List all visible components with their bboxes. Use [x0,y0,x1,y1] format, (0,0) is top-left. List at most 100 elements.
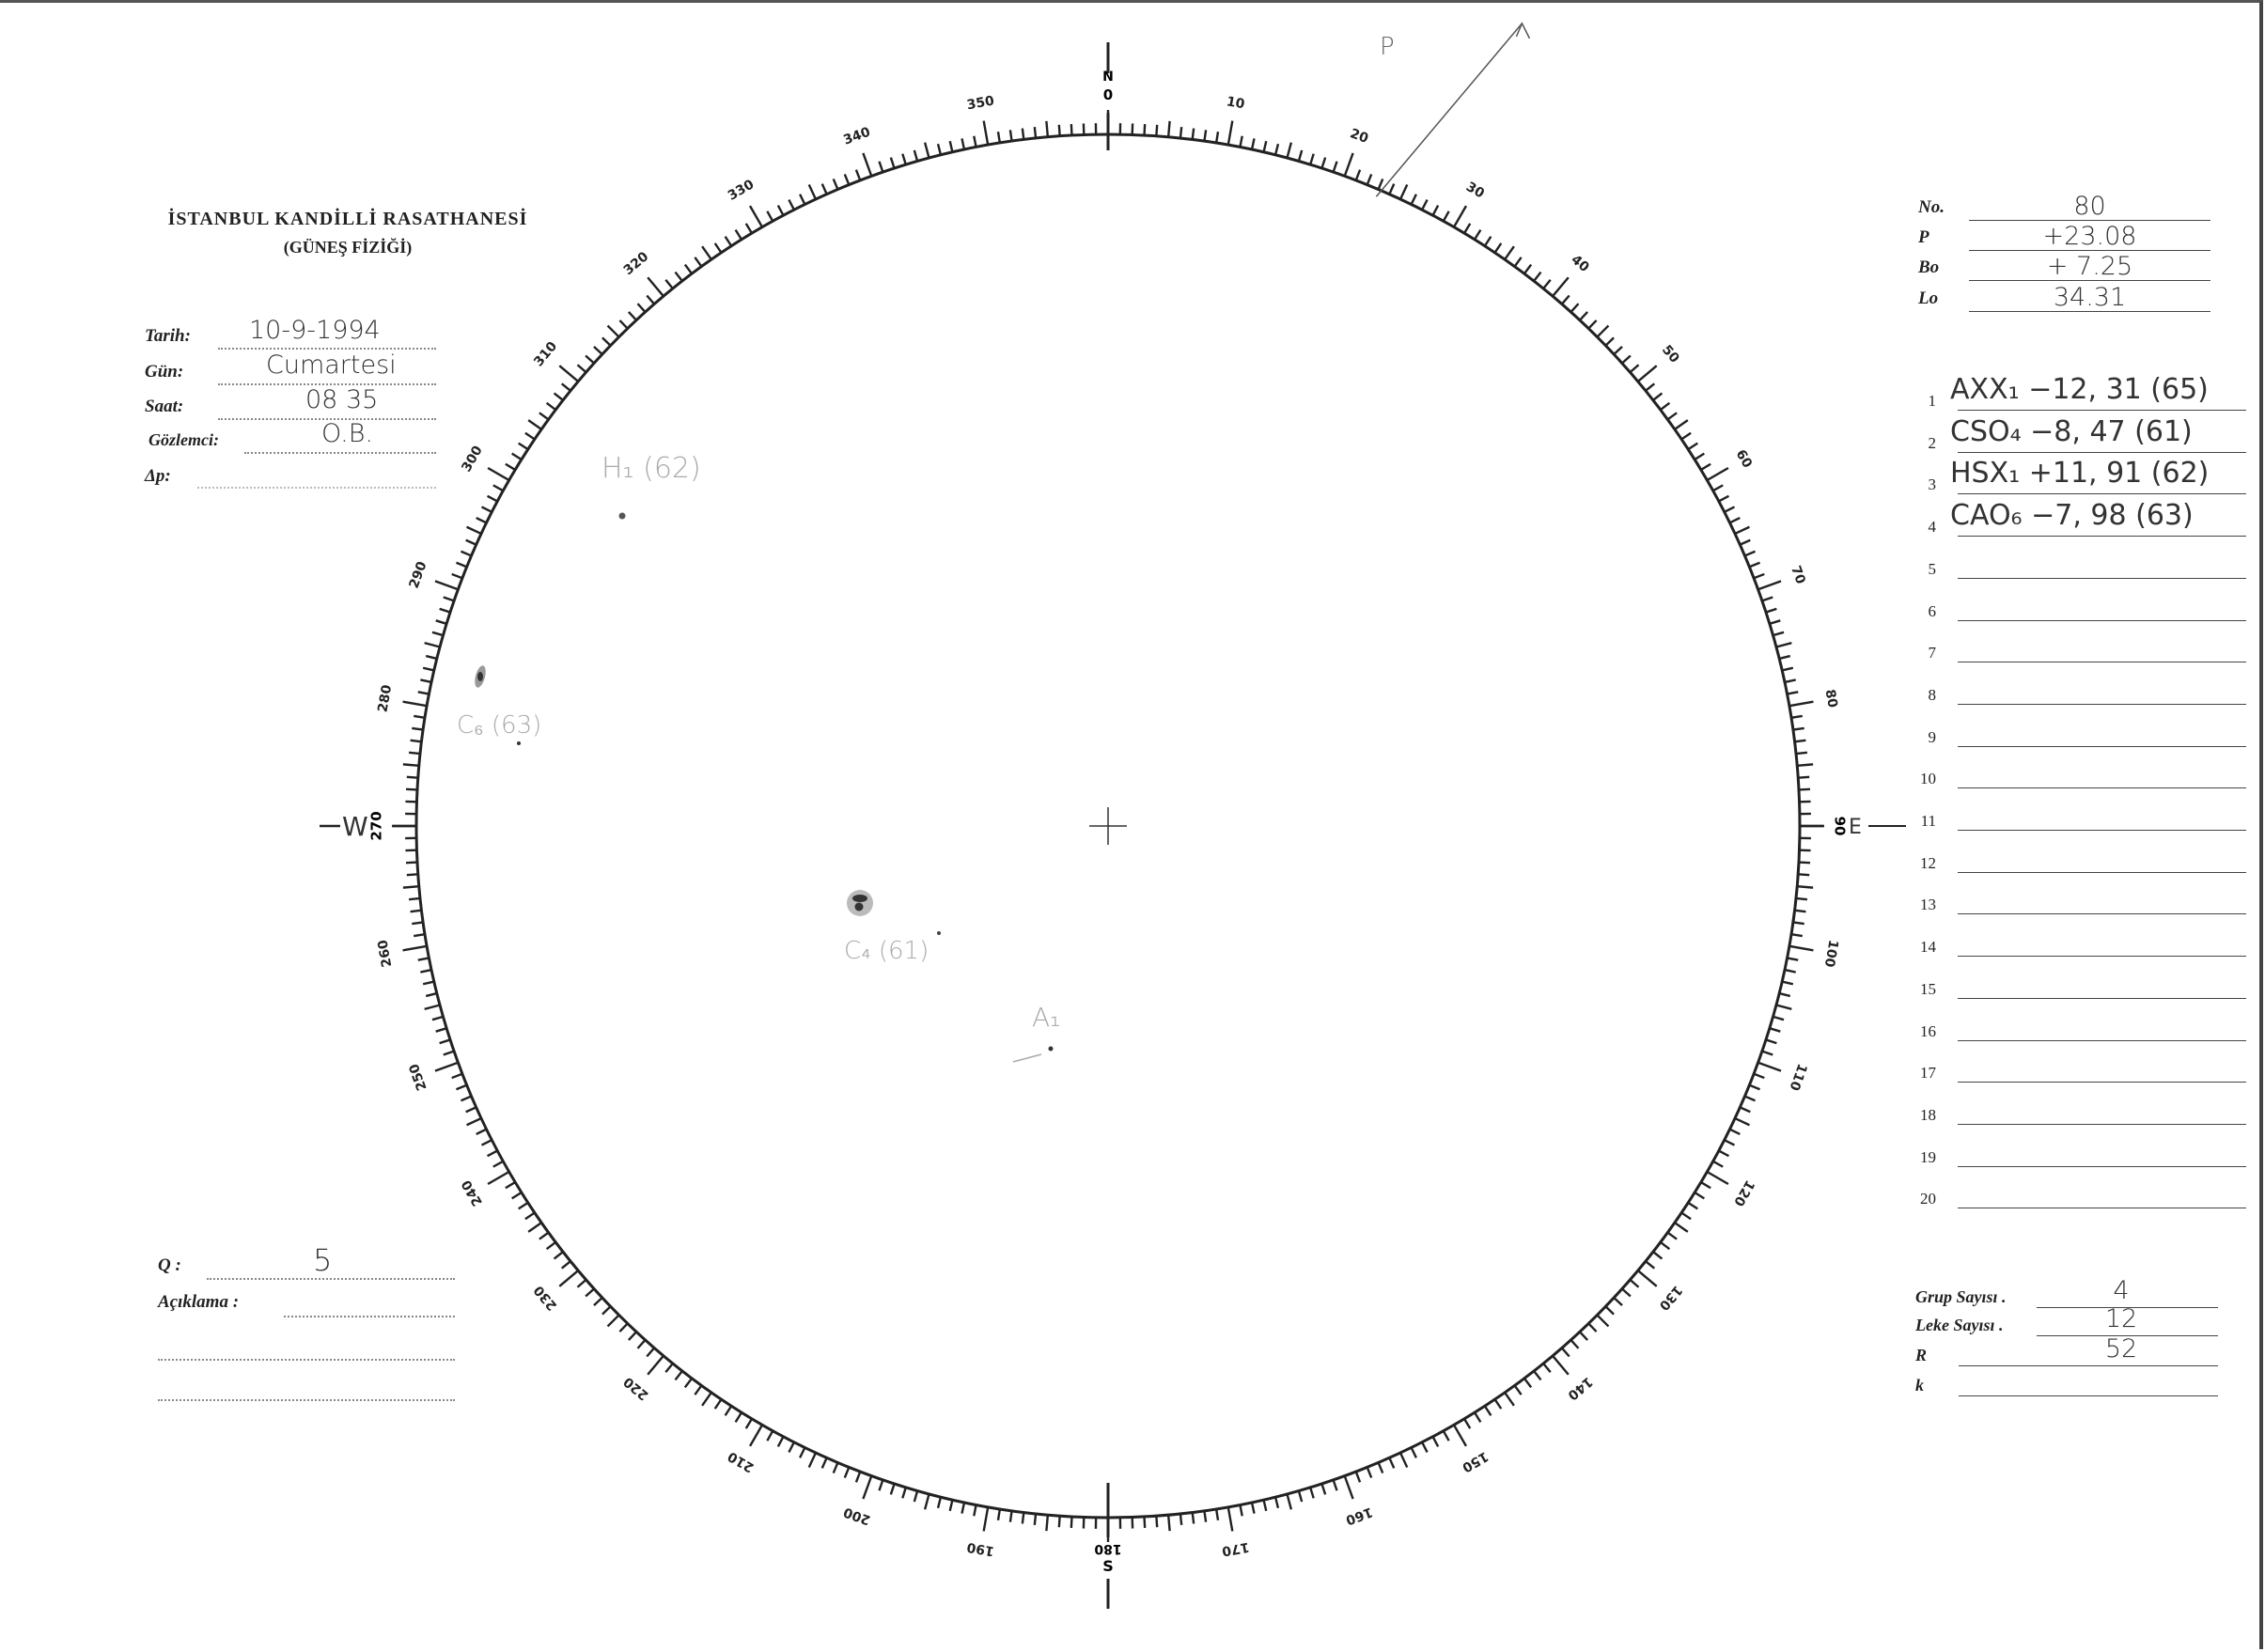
degree-tick [545,401,556,412]
degree-tick [1744,1095,1757,1102]
degree-tick [435,1027,447,1033]
degree-tick [1753,572,1765,580]
group-number: 8 [1928,685,1937,704]
note-line-2[interactable] [158,1359,455,1361]
group-line [1958,1082,2246,1083]
degree-tick [1493,1398,1503,1410]
degree-tick [1773,1015,1785,1021]
degree-tick [1795,896,1808,901]
degree-tick [878,161,884,173]
degree-tick [412,921,424,926]
degree-tick [1045,1515,1050,1532]
degree-tick [1474,1411,1482,1423]
summary-value[interactable]: 52 [2104,1334,2138,1364]
param-value[interactable]: 34.31 [2053,283,2127,312]
degree-tick [1431,204,1440,216]
observer-value[interactable]: O.B. [321,419,374,448]
group-entry[interactable]: HSX₁ +11, 91 (62) [1950,457,2210,491]
degree-tick [410,739,422,743]
day-line [218,383,436,385]
param-value[interactable]: +23.08 [2042,222,2137,251]
degree-tick [1273,143,1280,156]
degree-tick [1629,1278,1640,1288]
degree-tick [480,1139,492,1146]
degree-tick [1748,561,1760,569]
degree-tick [1560,294,1570,305]
degree-tick [1143,1516,1147,1529]
degree-tick [1794,909,1806,913]
degree-tick [511,1192,523,1200]
group-number: 17 [1920,1064,1936,1083]
degree-tick [1463,1418,1472,1429]
degree-tick [601,336,612,347]
day-value[interactable]: Cumartesi [266,351,397,380]
summary-value[interactable]: 12 [2104,1304,2138,1333]
degree-tick [832,178,839,190]
degree-tick [1757,1061,1782,1072]
degree-tick [1057,1516,1061,1528]
p-axis-label: P [1380,33,1395,61]
degree-tick [486,494,498,503]
degree-tick [1191,1512,1195,1524]
note-line-1[interactable] [284,1316,455,1317]
degree-tick [1504,245,1515,260]
degree-tick [901,153,907,165]
summary-value[interactable]: 4 [2113,1276,2130,1305]
angle-label-180: 180 [1094,1541,1121,1556]
degree-tick [420,678,432,684]
degree-tick [1250,1502,1256,1514]
degree-tick [807,1452,818,1468]
group-number: 1 [1928,392,1937,410]
degree-tick [748,1424,764,1447]
degree-tick [476,517,488,524]
group-line [1958,577,2246,579]
degree-tick [1748,1083,1760,1091]
degree-tick [1552,276,1570,297]
degree-tick [1798,873,1810,877]
degree-tick [1070,1516,1073,1529]
degree-tick [1570,303,1580,313]
sketch-stroke [1012,1053,1042,1063]
degree-tick [524,431,536,441]
group-line [1958,1039,2246,1041]
degree-tick [1214,1508,1220,1520]
degree-tick [1613,1297,1623,1307]
degree-tick [1734,1116,1750,1127]
degree-tick [618,1322,629,1333]
degree-tick [1621,1287,1632,1298]
group-entry[interactable]: CSO₄ −8, 47 (61) [1950,414,2193,448]
param-value[interactable]: + 7.25 [2046,252,2133,281]
angle-label: 320 [621,249,652,278]
degree-tick [713,1398,723,1410]
summary-line [1959,1395,2218,1396]
day-label: Gün: [145,362,184,382]
degree-tick [776,1436,785,1448]
group-entry[interactable]: CAO₆ −7, 98 (63) [1950,499,2194,533]
degree-tick [492,484,504,492]
degree-tick [820,1457,828,1469]
degree-tick [1739,1106,1751,1114]
delta-p-label: Δp: [145,466,171,486]
date-value[interactable]: 10-9-1994 [249,316,381,345]
degree-tick [1757,580,1782,591]
degree-tick [1239,1504,1243,1517]
summary-label: R [1915,1346,1928,1364]
degree-tick [807,184,818,200]
degree-tick [627,311,637,321]
degree-tick [402,944,428,952]
note-line-3[interactable] [158,1399,455,1401]
degree-tick [1666,1231,1678,1240]
degree-tick [1398,1452,1409,1468]
time-value[interactable]: 08 35 [305,385,379,414]
degree-tick [1250,138,1256,150]
degree-tick [1778,991,1791,998]
angle-label: 170 [1221,1539,1251,1559]
group-entry[interactable]: AXX₁ −12, 31 (65) [1950,373,2209,406]
degree-tick [465,538,477,546]
degree-tick [601,1305,612,1316]
degree-tick [1421,198,1429,210]
param-value[interactable]: 80 [2073,192,2106,221]
degree-tick [435,619,447,625]
group-line [1958,997,2246,999]
q-value[interactable]: 5 [313,1242,333,1278]
